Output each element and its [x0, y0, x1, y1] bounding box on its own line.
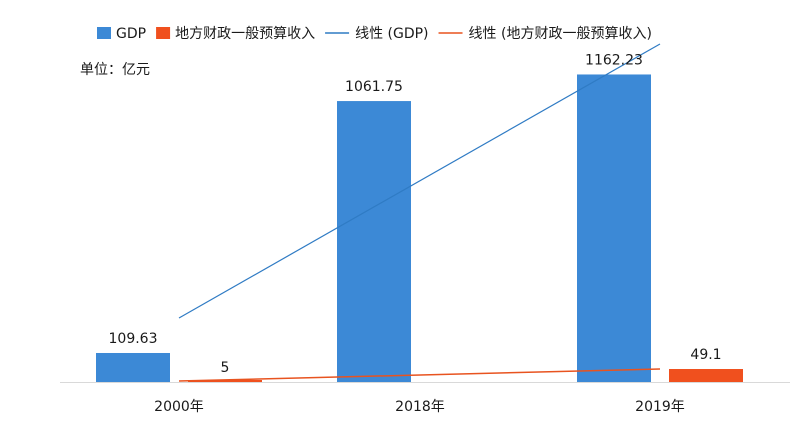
bar-gdp-0	[96, 352, 170, 382]
legend-swatch-1	[156, 27, 171, 39]
bar-gdp-2	[577, 74, 651, 383]
legend-trend-label-1: 线性 (地方财政一般预算收入)	[469, 26, 652, 42]
category-label-1: 2018年	[395, 399, 445, 415]
trendline-revenue	[178, 368, 661, 382]
data-label-gdp-2: 1162.23	[585, 52, 643, 68]
bar-revenue-2	[669, 369, 743, 382]
trendline-gdp	[178, 43, 661, 319]
legend-label-0: GDP	[116, 26, 146, 42]
category-label-2: 2019年	[635, 399, 685, 415]
legend: GDP 地方财政一般预算收入 线性 (GDP) 线性 (地方财政一般预算收入)	[97, 26, 652, 42]
data-label-revenue-0: 5	[221, 360, 230, 376]
data-label-gdp-1: 1061.75	[345, 79, 403, 95]
plot-area: 109.63 1061.75 1162.23 5 49.1 2000年 2018年 2019年	[60, 43, 790, 415]
bar-revenue-0	[188, 380, 262, 382]
bar-gdp-1	[337, 101, 411, 383]
data-label-gdp-0: 109.63	[109, 331, 158, 347]
legend-label-1: 地方财政一般预算收入	[175, 26, 315, 42]
category-label-0: 2000年	[154, 399, 204, 415]
legend-trend-label-0: 线性 (GDP)	[355, 26, 428, 42]
unit-label: 单位：亿元	[80, 62, 150, 78]
legend-swatch-0	[97, 27, 111, 39]
data-label-revenue-2: 49.1	[690, 347, 721, 363]
